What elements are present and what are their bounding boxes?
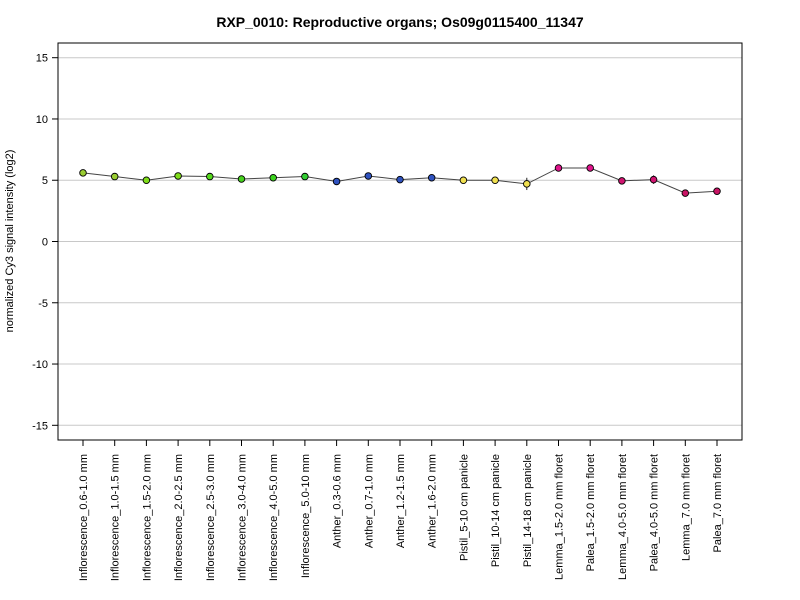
x-tick-label: Lemma_1.5-2.0 mm floret (554, 454, 566, 580)
data-point (649, 175, 658, 184)
x-tick-label: Inflorescence_1.5-2.0 mm (141, 454, 153, 581)
x-tick-label: Palea_1.5-2.0 mm floret (585, 454, 597, 571)
data-point (427, 174, 436, 182)
y-tick-label: 15 (36, 53, 48, 65)
x-tick-label: Inflorescence_1.0-1.5 mm (110, 454, 122, 581)
y-tick-label: 10 (36, 114, 48, 126)
x-tick-label: Palea_4.0-5.0 mm floret (649, 454, 661, 571)
x-tick-label: Pistil_14-18 cm panicle (522, 454, 534, 567)
y-tick-label: -15 (32, 420, 48, 432)
x-tick-label: Lemma_7.0 mm floret (680, 454, 692, 561)
data-point (554, 164, 563, 172)
data-point (491, 176, 499, 184)
y-tick-label: -10 (32, 359, 48, 371)
data-point (332, 177, 341, 186)
data-point (713, 187, 721, 196)
x-tick-label: Anther_1.2-1.5 mm (395, 454, 407, 548)
y-tick-label: 5 (42, 175, 48, 187)
data-point (681, 189, 690, 197)
chart-title: RXP_0010: Reproductive organs; Os09g0115… (216, 14, 584, 30)
data-point (523, 180, 531, 188)
x-tick-label: Anther_1.6-2.0 mm (427, 454, 439, 548)
data-point (206, 172, 214, 181)
data-point (301, 172, 309, 181)
x-tick-label: Anther_0.7-1.0 mm (363, 454, 375, 548)
x-tick-label: Pistil_5-10 cm panicle (458, 454, 470, 561)
x-tick-label: Inflorescence_2.5-3.0 mm (205, 454, 217, 581)
x-tick-label: Inflorescence_5.0-10 mm (300, 454, 312, 578)
x-tick-label: Pistil_10-14 cm panicle (490, 454, 502, 567)
data-point (237, 175, 246, 183)
data-point (618, 177, 626, 185)
y-tick-label: 0 (42, 237, 48, 249)
data-points (79, 164, 721, 197)
x-tick-label: Anther_0.3-0.6 mm (332, 454, 344, 548)
data-point (142, 176, 151, 184)
x-tick-label: Inflorescence_3.0-4.0 mm (237, 454, 249, 581)
x-tick-label: Inflorescence_0.6-1.0 mm (78, 454, 90, 581)
data-point (79, 169, 87, 177)
x-axis: Inflorescence_0.6-1.0 mm Inflorescence_1.… (78, 440, 724, 581)
y-axis: -15 -10 -5 0 5 10 15 (32, 53, 58, 432)
data-point (459, 176, 468, 184)
y-tick-label: -5 (38, 298, 48, 310)
data-point (174, 172, 182, 180)
x-tick-label: Palea_7.0 mm floret (712, 454, 724, 552)
data-point (269, 174, 277, 182)
y-axis-label: normalized Cy3 signal intensity (log2) (4, 150, 16, 333)
data-point (364, 172, 373, 180)
x-tick-label: Lemma_4.0-5.0 mm floret (617, 454, 629, 580)
x-tick-label: Inflorescence_4.0-5.0 mm (268, 454, 280, 581)
data-point (110, 172, 119, 181)
grid-lines (58, 57, 742, 426)
data-point (586, 164, 594, 172)
data-point (396, 175, 404, 184)
x-tick-label: Inflorescence_2.0-2.5 mm (173, 454, 185, 581)
